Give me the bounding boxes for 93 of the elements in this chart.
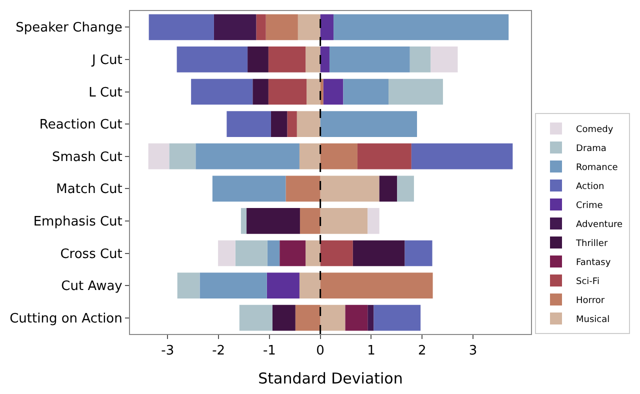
bar (169, 143, 196, 170)
bar (320, 143, 358, 170)
bar (266, 272, 300, 298)
bar (306, 78, 320, 105)
bar (280, 240, 306, 266)
bar (357, 143, 412, 170)
y-tick-label: Cross Cut (60, 246, 122, 262)
bar (320, 240, 353, 266)
bar (299, 143, 320, 170)
bar (287, 111, 297, 137)
bar (430, 46, 458, 72)
bar (298, 14, 320, 40)
bar (212, 176, 286, 202)
bar (235, 240, 268, 266)
bar (306, 240, 320, 266)
bar (374, 304, 421, 331)
y-tick-label: J Cut (91, 53, 122, 68)
bar (252, 78, 268, 105)
legend-label: Thriller (575, 239, 608, 250)
y-tick-label: Reaction Cut (39, 118, 122, 133)
bar (176, 46, 248, 72)
bar (323, 78, 344, 105)
bar (295, 304, 320, 331)
x-tick-label: -3 (161, 344, 174, 359)
bar (196, 143, 300, 170)
x-tick-label: -1 (262, 344, 276, 359)
bar (368, 304, 374, 331)
bar (368, 208, 380, 234)
legend-label: Adventure (576, 220, 624, 230)
bar (320, 111, 418, 137)
legend-label: Horror (576, 296, 605, 306)
y-tick-label: Smash Cut (52, 150, 122, 165)
bar (299, 272, 320, 298)
bar (148, 143, 170, 170)
bar (343, 78, 389, 105)
legend-label: Action (576, 182, 604, 192)
bar (320, 46, 330, 72)
bar (320, 272, 433, 298)
bar (148, 14, 214, 40)
bar (267, 240, 280, 266)
bar (239, 304, 272, 331)
bar (379, 176, 398, 202)
y-tick-label: Emphasis Cut (33, 214, 122, 230)
bar (320, 304, 346, 331)
bar (296, 111, 320, 137)
legend-label: Sci-Fi (576, 277, 600, 288)
x-tick-label: 1 (367, 344, 376, 359)
bar (214, 14, 256, 40)
bar (246, 208, 300, 234)
bar (410, 46, 431, 72)
bar (268, 78, 307, 105)
bar (300, 208, 320, 234)
x-tick-label: 0 (316, 344, 324, 359)
bar (256, 14, 266, 40)
legend-label: Crime (576, 201, 604, 212)
bar (306, 46, 320, 72)
y-tick-label: L Cut (88, 85, 122, 100)
bar (329, 46, 410, 72)
legend-label: Drama (576, 144, 606, 154)
bar (270, 111, 288, 137)
bar (320, 176, 380, 202)
y-tick-label: Cut Away (61, 279, 123, 294)
legend-label: Fantasy (576, 258, 612, 268)
bar (397, 176, 414, 202)
bar (266, 14, 298, 40)
bar (411, 143, 513, 170)
x-tick-label: -2 (212, 344, 226, 359)
bar (177, 272, 200, 298)
bar (388, 78, 443, 105)
bar (268, 46, 306, 72)
bar (218, 240, 236, 266)
bar (191, 78, 253, 105)
bar (352, 240, 405, 266)
bar (345, 304, 368, 331)
y-tick-label: Speaker Change (16, 20, 122, 36)
bar (286, 176, 320, 202)
bar (272, 304, 296, 331)
bar (404, 240, 432, 266)
bar (240, 208, 247, 234)
bar (320, 208, 368, 234)
y-tick-label: Match Cut (56, 182, 122, 198)
legend-label: Romance (576, 163, 618, 174)
bar (334, 14, 509, 40)
y-tick-label: Cutting on Action (10, 311, 122, 326)
bar (226, 111, 271, 137)
x-axis-title: Standard Deviation (258, 370, 403, 388)
bar (200, 272, 267, 298)
legend-label: Musical (576, 315, 610, 326)
bar (248, 46, 268, 72)
x-tick-label: 2 (418, 344, 426, 359)
bar (320, 14, 334, 40)
x-tick-label: 3 (468, 344, 478, 359)
legend-label: Comedy (576, 125, 614, 136)
